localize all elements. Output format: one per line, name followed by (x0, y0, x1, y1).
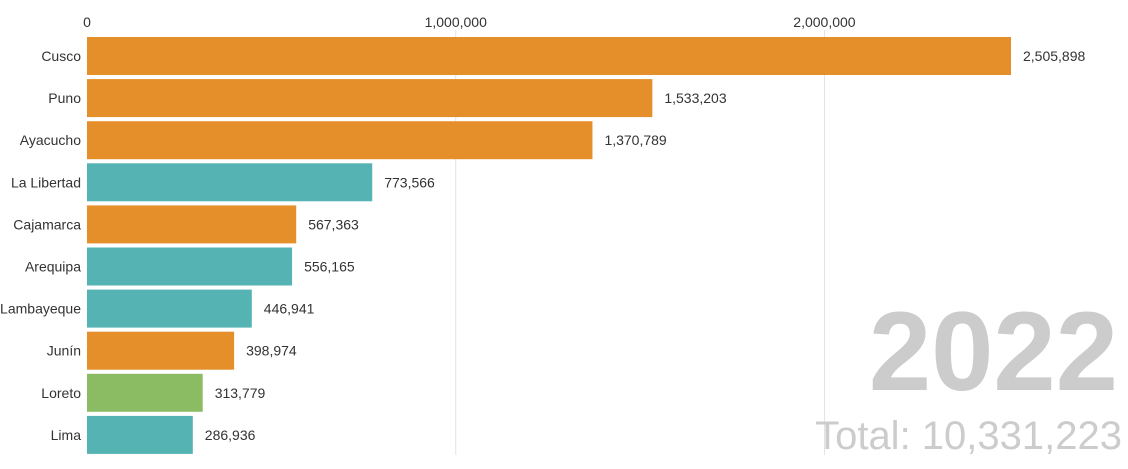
bar-cusco (87, 37, 1011, 75)
value-label: 2,505,898 (1023, 48, 1085, 64)
bar-ayacucho (87, 121, 593, 160)
category-labels: Cusco Puno Ayacucho La Libertad Cajamarca Are… (0, 48, 81, 443)
year-label: 2022 (869, 289, 1118, 414)
category-label: Junín (47, 343, 81, 359)
bar-la-libertad (87, 163, 373, 202)
value-label: 773,566 (384, 174, 435, 190)
value-label: 398,974 (246, 343, 297, 359)
bar-puno (87, 79, 653, 118)
total-label: Total: 10,331,223 (815, 414, 1122, 458)
value-label: 446,941 (264, 301, 315, 317)
bar-arequipa (87, 247, 293, 286)
bar-loreto (87, 373, 203, 412)
category-label: Puno (48, 90, 81, 106)
x-tick-label: 0 (83, 14, 91, 30)
value-label: 1,370,789 (604, 132, 666, 148)
value-label: 567,363 (308, 216, 359, 232)
category-label: Arequipa (25, 259, 81, 275)
bars (87, 37, 1011, 454)
bar-lima (87, 415, 193, 454)
value-label: 313,779 (215, 385, 266, 401)
value-label: 556,165 (304, 259, 355, 275)
bar-cajamarca (87, 205, 297, 244)
category-label: Cusco (41, 48, 81, 64)
value-label: 1,533,203 (664, 90, 726, 106)
category-label: Cajamarca (13, 216, 81, 232)
category-label: Lambayeque (0, 301, 81, 317)
bar-lambayeque (87, 289, 252, 328)
value-labels: 2,505,898 1,533,203 1,370,789 773,566 567,36… (205, 48, 1086, 443)
category-label: Lima (51, 427, 82, 443)
category-label: Loreto (41, 385, 81, 401)
x-tick-label: 1,000,000 (425, 14, 487, 30)
x-tick-label: 2,000,000 (793, 14, 855, 30)
category-label: Ayacucho (20, 132, 81, 148)
x-axis-ticks: 0 1,000,000 2,000,000 (83, 14, 856, 30)
value-label: 286,936 (205, 427, 256, 443)
category-label: La Libertad (11, 174, 81, 190)
bar-jun-n (87, 331, 235, 370)
